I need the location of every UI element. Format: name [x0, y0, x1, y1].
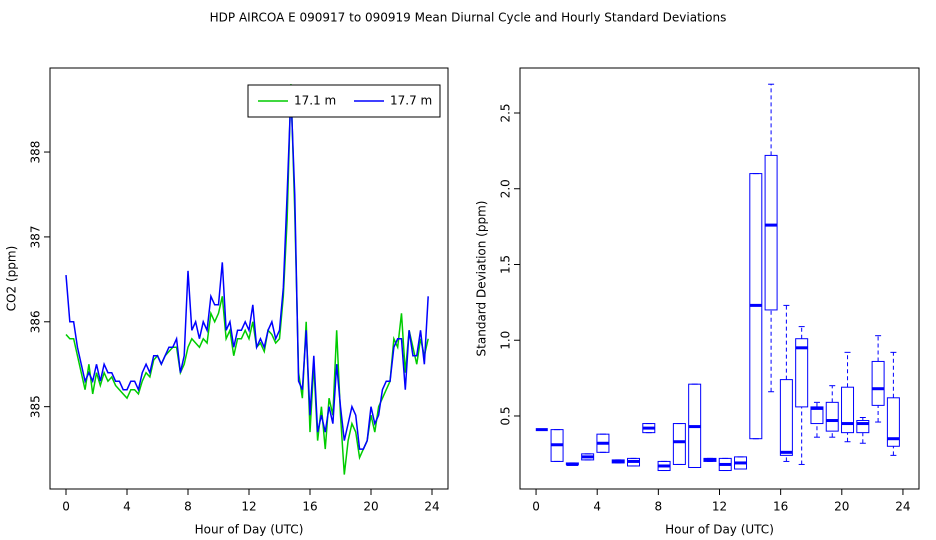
box — [825, 401, 839, 432]
y-tick-label: 1.0 — [499, 331, 513, 350]
legend-label: 17.1 m — [294, 94, 336, 108]
box — [856, 420, 870, 434]
box — [795, 338, 809, 408]
plot-frame — [49, 67, 449, 490]
box — [779, 379, 793, 456]
y-axis-title: Standard Deviation (ppm) — [475, 201, 489, 357]
box — [672, 423, 686, 465]
x-axis-title: Hour of Day (UTC) — [665, 523, 774, 537]
y-tick-label: 386 — [29, 310, 43, 333]
box — [764, 154, 778, 311]
x-tick-label: 8 — [655, 500, 663, 514]
y-tick-label: 1.5 — [499, 255, 513, 274]
x-tick-label: 8 — [184, 500, 192, 514]
x-tick-label: 0 — [532, 500, 540, 514]
box — [871, 360, 885, 406]
box — [810, 406, 824, 425]
y-tick-label: 2.5 — [499, 103, 513, 122]
x-tick-label: 4 — [123, 500, 131, 514]
x-tick-label: 20 — [363, 500, 378, 514]
x-tick-label: 16 — [773, 500, 788, 514]
data-line — [65, 84, 429, 475]
y-tick-label: 0.5 — [499, 406, 513, 425]
y-tick-label: 385 — [29, 395, 43, 418]
data-line — [65, 92, 429, 450]
x-tick-label: 0 — [62, 500, 70, 514]
legend-label: 17.7 m — [390, 94, 432, 108]
chart-title: HDP AIRCOA E 090917 to 090919 Mean Diurn… — [210, 11, 727, 25]
y-axis-title: CO2 (ppm) — [5, 246, 19, 312]
box — [886, 397, 900, 447]
y-tick-label: 2.0 — [499, 179, 513, 198]
x-tick-label: 16 — [302, 500, 317, 514]
x-tick-label: 12 — [241, 500, 256, 514]
x-axis-title: Hour of Day (UTC) — [195, 523, 304, 537]
box — [841, 386, 855, 434]
x-tick-label: 4 — [593, 500, 601, 514]
x-tick-label: 12 — [712, 500, 727, 514]
x-tick-label: 24 — [895, 500, 910, 514]
y-tick-label: 387 — [29, 225, 43, 248]
plot-frame — [519, 67, 920, 490]
y-tick-label: 388 — [29, 141, 43, 164]
x-tick-label: 24 — [424, 500, 439, 514]
x-tick-label: 20 — [834, 500, 849, 514]
